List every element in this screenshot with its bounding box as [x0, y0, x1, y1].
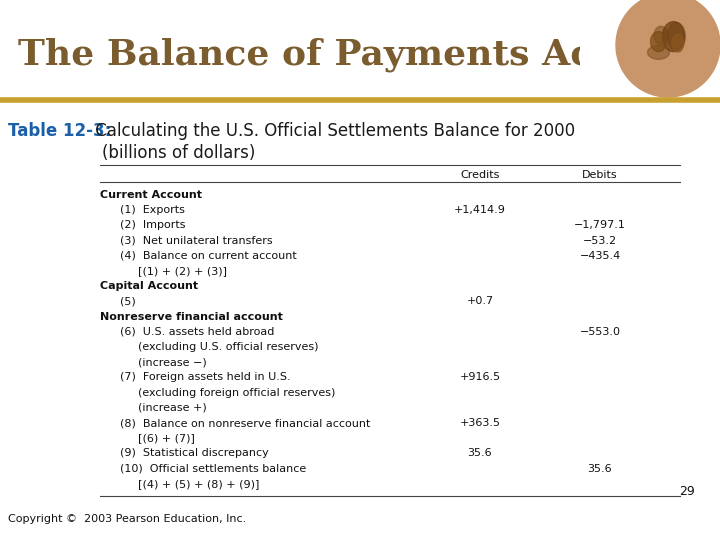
- Text: +916.5: +916.5: [459, 373, 500, 382]
- Polygon shape: [616, 0, 720, 97]
- Polygon shape: [667, 22, 685, 50]
- Text: (excluding U.S. official reserves): (excluding U.S. official reserves): [138, 342, 318, 352]
- Polygon shape: [652, 11, 667, 31]
- Polygon shape: [654, 26, 668, 44]
- Text: Copyright ©  2003 Pearson Education, Inc.: Copyright © 2003 Pearson Education, Inc.: [8, 514, 246, 524]
- Text: +363.5: +363.5: [459, 418, 500, 428]
- Text: (increase −): (increase −): [138, 357, 207, 367]
- Text: −435.4: −435.4: [580, 251, 621, 261]
- Text: Table 12-3:: Table 12-3:: [8, 122, 112, 140]
- Bar: [0, 0, 720, 100]
- Text: −1,797.1: −1,797.1: [574, 220, 626, 231]
- Polygon shape: [647, 45, 670, 59]
- Polygon shape: [662, 22, 685, 52]
- Bar: [580, 0, 720, 100]
- Text: (excluding foreign official reserves): (excluding foreign official reserves): [138, 388, 336, 397]
- Text: Debits: Debits: [582, 170, 618, 180]
- Text: (5): (5): [120, 296, 136, 306]
- Text: Credits: Credits: [460, 170, 500, 180]
- Text: (10)  Official settlements balance: (10) Official settlements balance: [120, 464, 306, 474]
- Text: (8)  Balance on nonreserve financial account: (8) Balance on nonreserve financial acco…: [120, 418, 370, 428]
- Text: Calculating the U.S. Official Settlements Balance for 2000: Calculating the U.S. Official Settlement…: [90, 122, 575, 140]
- Text: −53.2: −53.2: [583, 235, 617, 246]
- Text: [(6) + (7)]: [(6) + (7)]: [138, 433, 195, 443]
- Text: Current Account: Current Account: [100, 190, 202, 200]
- Text: +1,414.9: +1,414.9: [454, 205, 506, 215]
- Polygon shape: [672, 34, 684, 52]
- Polygon shape: [675, 8, 696, 38]
- Text: (9)  Statistical discrepancy: (9) Statistical discrepancy: [120, 448, 269, 458]
- Text: −553.0: −553.0: [580, 327, 621, 337]
- Text: (1)  Exports: (1) Exports: [120, 205, 185, 215]
- Text: (billions of dollars): (billions of dollars): [60, 144, 256, 162]
- Text: (7)  Foreign assets held in U.S.: (7) Foreign assets held in U.S.: [120, 373, 291, 382]
- Polygon shape: [649, 34, 675, 49]
- Text: (increase +): (increase +): [138, 403, 207, 413]
- Text: (6)  U.S. assets held abroad: (6) U.S. assets held abroad: [120, 327, 274, 337]
- Text: Capital Account: Capital Account: [100, 281, 198, 291]
- Polygon shape: [651, 32, 667, 52]
- Text: (3)  Net unilateral transfers: (3) Net unilateral transfers: [120, 235, 273, 246]
- Text: 29: 29: [679, 485, 695, 498]
- Text: 35.6: 35.6: [468, 448, 492, 458]
- Text: Nonreserve financial account: Nonreserve financial account: [100, 312, 283, 322]
- Text: +0.7: +0.7: [467, 296, 494, 306]
- Polygon shape: [620, 0, 720, 82]
- Text: (4)  Balance on current account: (4) Balance on current account: [120, 251, 297, 261]
- Text: [(1) + (2) + (3)]: [(1) + (2) + (3)]: [138, 266, 227, 276]
- Text: The Balance of Payments Accounts: The Balance of Payments Accounts: [18, 38, 720, 72]
- Text: 35.6: 35.6: [588, 464, 612, 474]
- Text: [(4) + (5) + (8) + (9)]: [(4) + (5) + (8) + (9)]: [138, 479, 259, 489]
- Text: (2)  Imports: (2) Imports: [120, 220, 186, 231]
